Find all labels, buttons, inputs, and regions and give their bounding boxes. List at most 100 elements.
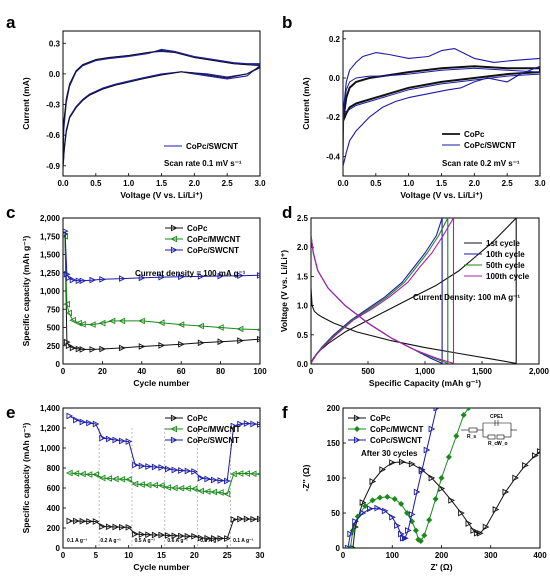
legend-marker [170, 235, 178, 243]
panel-label: d [282, 203, 292, 222]
series-copc-swcnt-point [428, 425, 436, 433]
series-copc-swcnt-point [138, 274, 146, 282]
series-copc-mwcnt-point [98, 474, 106, 482]
series-copc-mwcnt-point [184, 485, 191, 492]
legend-marker [170, 414, 178, 422]
series-copc-point [217, 535, 225, 542]
series-copc-point [237, 337, 244, 344]
series-copc-point [112, 523, 120, 531]
y-tick-label: 0.0 [49, 70, 61, 79]
series-copc-point [389, 459, 396, 466]
series-layer [344, 408, 540, 548]
y-tick-label: -0.9 [46, 162, 60, 171]
legend-marker [353, 436, 361, 444]
series-copc-swcnt-point [374, 504, 382, 512]
x-tick-label: 1.5 [156, 179, 168, 188]
series-copc-point [512, 474, 519, 482]
y-tick-label: 1.0 [297, 302, 309, 311]
y-tick-label: 1,000 [40, 444, 61, 453]
series-copc-mwcnt-point [157, 482, 165, 489]
x-tick-label: 20 [98, 367, 107, 376]
legend-entry: 100th cycle [486, 272, 530, 281]
series-copc-mwcnt-point [362, 502, 369, 510]
series-copc-swcnt-point [408, 511, 416, 518]
series-copc-point [138, 531, 146, 538]
series-copc-swcnt-point [381, 507, 389, 515]
y-tick-label: 400 [47, 504, 61, 513]
panel-label: b [282, 13, 292, 32]
series-copc-point [86, 518, 93, 525]
series-copc-mwcnt-point [369, 497, 376, 504]
series-copc-mwcnt-point [92, 471, 99, 478]
y-tick-label: 50 [331, 509, 340, 518]
circuit-label: R_ct [488, 441, 499, 447]
y-tick-label: 250 [47, 342, 61, 351]
series-copc-mwcnt-point [125, 476, 132, 483]
x-tick-label: 0 [61, 367, 66, 376]
legend-entry: CoPc/MWCNT [187, 235, 240, 244]
series-copc-point [250, 515, 258, 523]
x-tick-label: 80 [216, 367, 225, 376]
series-copc-mwcnt-point [63, 300, 70, 308]
series-copc-mwcnt-point [438, 474, 445, 482]
y-tick-label: 1.5 [297, 272, 309, 281]
series-copc-mwcnt-point [412, 527, 419, 534]
series-copc-swcnt-point [75, 277, 83, 285]
panel-label: c [6, 203, 15, 222]
series-copc-point [178, 340, 185, 348]
series-copc-swcnt-point [423, 446, 431, 454]
series-copc-swcnt-point [138, 462, 146, 470]
series-copc-mwcnt-point [426, 516, 433, 524]
series-copc-mwcnt-point [177, 321, 185, 328]
circuit-label: CPE1 [490, 414, 503, 420]
y-tick-label: 2.5 [297, 214, 309, 223]
y-tick-label: 0.2 [329, 35, 341, 44]
series-copc-swcnt-point [224, 477, 231, 485]
series-copc-mwcnt-point [391, 495, 398, 503]
series-copc-line [64, 234, 260, 350]
warburg [496, 434, 505, 440]
series-copc-point [217, 338, 225, 346]
series-copc-mwcnt-point [88, 321, 96, 328]
x-tick-label: 0.0 [337, 179, 349, 188]
x-axis-label: Cycle number [133, 562, 190, 572]
circuit-label: W_o [497, 441, 508, 447]
series-copc-mwcnt-point [171, 484, 178, 492]
legend-marker [170, 425, 178, 433]
y-tick-label: 1,000 [40, 287, 61, 296]
series-copc-swcnt-point [256, 421, 260, 428]
x-tick-label: 2.5 [502, 179, 514, 188]
series-copc-mwcnt-point [349, 527, 356, 534]
series-copc-point [428, 474, 436, 482]
series-copc-point [465, 520, 473, 527]
x-tick-label: 2.5 [222, 179, 234, 188]
circuit-label: R_s [467, 434, 476, 440]
series-copc-swcnt-line [343, 48, 540, 167]
series-copc-swcnt-line [347, 408, 438, 548]
series-copc-swcnt-point [184, 467, 192, 475]
series-copc-mwcnt-point [230, 470, 237, 478]
series-copc-swcnt-point [65, 274, 73, 282]
series-copc-mwcnt-line [349, 408, 470, 548]
series-copc-swcnt-point [105, 435, 113, 443]
legend-marker [353, 414, 361, 422]
y-tick-label: 1,500 [40, 251, 61, 260]
x-tick-label: 1,000 [415, 367, 436, 376]
series-copc-swcnt-point [145, 463, 152, 470]
series-copc-swcnt-point [191, 468, 198, 475]
series-copc-swcnt-point [178, 273, 185, 281]
series-copc-mwcnt-point [398, 500, 405, 507]
series-copc-mwcnt-point [65, 309, 72, 317]
rate-label: 0.2 A g⁻¹ [100, 538, 121, 544]
y-tick-label: 2.0 [297, 243, 309, 252]
y-axis-label: Voltage (V vs. Li/Li⁺) [279, 250, 289, 332]
y-tick-label: 750 [47, 305, 61, 314]
series-copc-line [352, 451, 540, 548]
series-copc-mwcnt-point [98, 319, 106, 327]
series-copc-mwcnt-point [197, 487, 204, 495]
series-b-extra-2-line [343, 67, 540, 114]
series-copc-swcnt-point [119, 437, 126, 445]
series-copc-swcnt-point [197, 474, 205, 482]
series-copc-swcnt-point [394, 522, 401, 529]
series-copc-point [132, 530, 139, 538]
